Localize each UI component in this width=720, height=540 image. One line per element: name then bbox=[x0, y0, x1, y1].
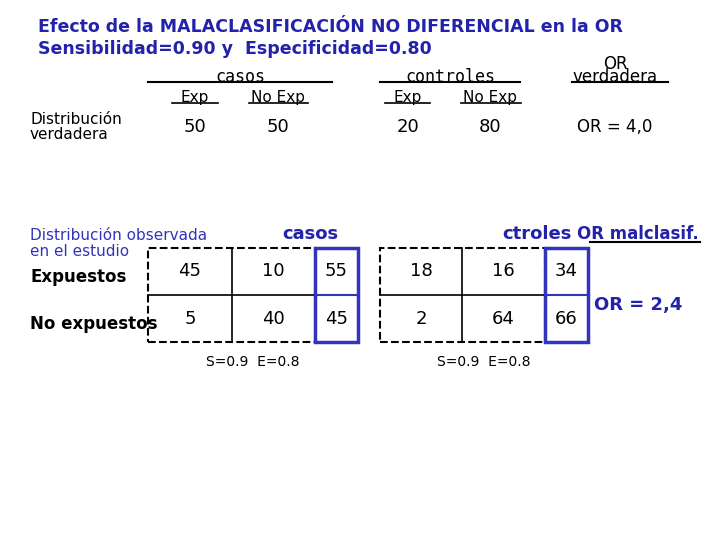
Text: 45: 45 bbox=[179, 262, 202, 280]
Text: 16: 16 bbox=[492, 262, 515, 280]
Text: OR = 2,4: OR = 2,4 bbox=[594, 296, 682, 314]
Text: No Exp: No Exp bbox=[251, 90, 305, 105]
Text: 66: 66 bbox=[555, 309, 578, 327]
Text: verdadera: verdadera bbox=[572, 68, 657, 86]
Text: 10: 10 bbox=[262, 262, 285, 280]
Text: 18: 18 bbox=[410, 262, 433, 280]
Text: 45: 45 bbox=[325, 309, 348, 327]
Text: S=0.9  E=0.8: S=0.9 E=0.8 bbox=[437, 355, 531, 369]
Text: 5: 5 bbox=[184, 309, 196, 327]
Text: casos: casos bbox=[215, 68, 265, 86]
Text: 50: 50 bbox=[184, 118, 207, 136]
Text: 55: 55 bbox=[325, 262, 348, 280]
Text: 50: 50 bbox=[266, 118, 289, 136]
Text: Expuestos: Expuestos bbox=[30, 268, 127, 286]
Text: Distribución: Distribución bbox=[30, 112, 122, 127]
Text: controles: controles bbox=[405, 68, 495, 86]
Text: S=0.9  E=0.8: S=0.9 E=0.8 bbox=[206, 355, 300, 369]
Text: 80: 80 bbox=[479, 118, 501, 136]
Text: OR = 4,0: OR = 4,0 bbox=[577, 118, 653, 136]
Text: Sensibilidad=0.90 y  Especificidad=0.80: Sensibilidad=0.90 y Especificidad=0.80 bbox=[38, 40, 432, 58]
Text: 34: 34 bbox=[555, 262, 578, 280]
Text: Efecto de la MALACLASIFICACIÓN NO DIFERENCIAL en la OR: Efecto de la MALACLASIFICACIÓN NO DIFERE… bbox=[38, 18, 623, 36]
Text: ctroles: ctroles bbox=[503, 225, 572, 243]
Text: casos: casos bbox=[282, 225, 338, 243]
Text: OR malclasif.: OR malclasif. bbox=[577, 225, 699, 243]
Bar bbox=[148, 248, 315, 342]
Text: Exp: Exp bbox=[394, 90, 422, 105]
Bar bbox=[380, 248, 545, 342]
Text: No expuestos: No expuestos bbox=[30, 315, 158, 333]
Text: en el estudio: en el estudio bbox=[30, 244, 129, 259]
Text: 64: 64 bbox=[492, 309, 515, 327]
Text: OR: OR bbox=[603, 55, 627, 73]
Text: Exp: Exp bbox=[181, 90, 210, 105]
Text: 2: 2 bbox=[415, 309, 427, 327]
Text: 20: 20 bbox=[397, 118, 419, 136]
Text: No Exp: No Exp bbox=[463, 90, 517, 105]
Bar bbox=[545, 248, 588, 342]
Text: verdadera: verdadera bbox=[30, 127, 109, 142]
Bar bbox=[315, 248, 358, 342]
Text: 40: 40 bbox=[262, 309, 285, 327]
Text: Distribución observada: Distribución observada bbox=[30, 228, 207, 243]
